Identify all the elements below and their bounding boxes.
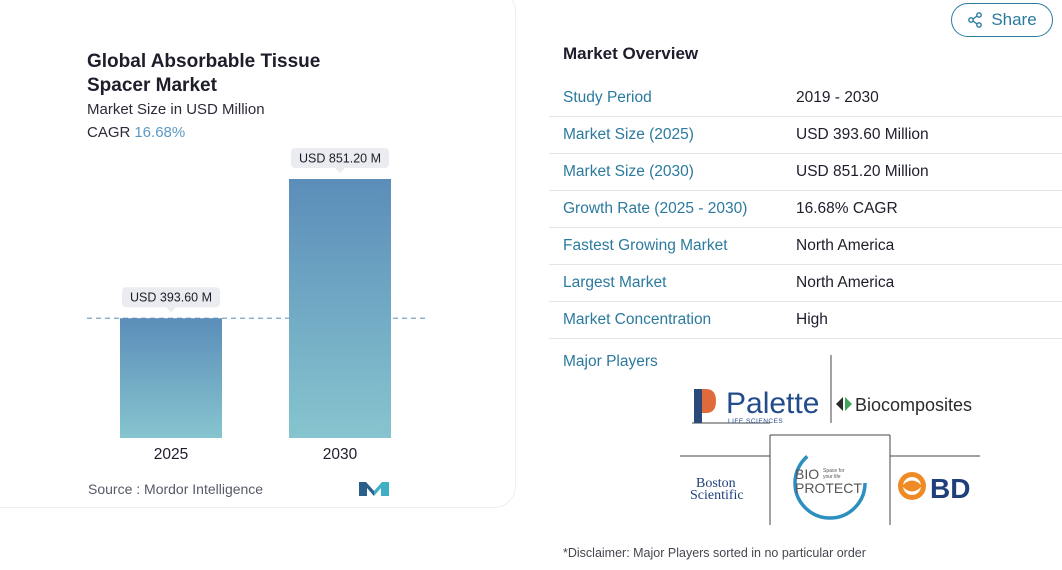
overview-row: Study Period 2019 - 2030 — [549, 80, 1062, 117]
share-label: Share — [991, 10, 1037, 29]
share-icon — [968, 12, 983, 28]
overview-row-label: Study Period — [563, 89, 652, 106]
overview-row-value: 2019 - 2030 — [796, 89, 879, 106]
major-players-logos: Palette LIFE SCIENCES Biocomposites Bost… — [680, 355, 980, 525]
data-label-2030: USD 851.20 M — [291, 148, 389, 173]
market-overview-title: Market Overview — [563, 44, 699, 63]
chart-title: Global Absorbable Tissue Spacer Market — [87, 51, 321, 96]
cagr-label: CAGR — [87, 124, 131, 141]
svg-text:BD: BD — [930, 473, 970, 504]
data-label-pointer — [335, 168, 345, 173]
data-label-text: USD 393.60 M — [130, 291, 212, 305]
mordor-intelligence-logo — [359, 482, 389, 496]
svg-text:your life: your life — [823, 474, 841, 480]
overview-row-value: North America — [796, 237, 895, 254]
overview-row: Market Size (2025) USD 393.60 Million — [549, 117, 1062, 154]
svg-text:Scientific: Scientific — [690, 488, 744, 503]
overview-row-label: Growth Rate (2025 - 2030) — [563, 200, 748, 217]
svg-text:PROTECT: PROTECT — [795, 480, 862, 496]
bar-2030 — [289, 179, 391, 438]
svg-text:Palette: Palette — [726, 387, 819, 420]
data-label-pointer — [166, 307, 176, 313]
biocomposites-logo: Biocomposites — [836, 395, 972, 415]
overview-row: Market Size (2030) USD 851.20 Million — [549, 154, 1062, 191]
overview-row-label: Market Size (2030) — [563, 163, 694, 180]
chart-subtitle: Market Size in USD Million — [87, 101, 265, 118]
overview-row-label: Market Concentration — [563, 311, 712, 328]
x-tick-label: 2025 — [154, 446, 188, 463]
svg-text:Biocomposites: Biocomposites — [855, 395, 972, 415]
overview-row-value: 16.68% CAGR — [796, 200, 898, 217]
bd-logo: BD — [898, 472, 970, 504]
svg-text:LIFE SCIENCES: LIFE SCIENCES — [728, 418, 783, 425]
cagr-value: 16.68% — [134, 124, 186, 141]
data-label-box — [291, 148, 389, 168]
overview-row-value: High — [796, 311, 828, 328]
share-button[interactable]: Share — [951, 3, 1053, 37]
bioprotect-logo: BIO Space for your life PROTECT — [793, 446, 867, 520]
overview-row-value: North America — [796, 274, 895, 291]
overview-row-value: USD 851.20 Million — [796, 163, 929, 180]
data-label-2025: USD 393.60 M — [122, 287, 220, 313]
svg-text:Boston: Boston — [696, 476, 736, 491]
overview-row: Market Concentration High — [549, 302, 1062, 339]
cagr-line: CAGR 16.68% — [87, 124, 185, 141]
svg-text:BIO: BIO — [795, 466, 819, 482]
overview-row-label: Fastest Growing Market — [563, 237, 728, 254]
overview-row: Fastest Growing Market North America — [549, 228, 1062, 265]
disclaimer: *Disclaimer: Major Players sorted in no … — [563, 546, 866, 560]
chart-source: Source : Mordor Intelligence — [88, 481, 264, 497]
overview-row: Growth Rate (2025 - 2030) 16.68% CAGR — [549, 191, 1062, 228]
data-label-text: USD 851.20 M — [299, 152, 381, 166]
data-label-box — [122, 287, 220, 308]
bar-2025 — [120, 318, 222, 438]
x-tick-label: 2030 — [323, 446, 358, 463]
major-players-title: Major Players — [563, 353, 658, 370]
chart-card — [0, 0, 516, 508]
overview-row-value: USD 393.60 Million — [796, 126, 929, 143]
overview-row: Largest Market North America — [549, 265, 1062, 302]
palette-life-sciences-logo: Palette LIFE SCIENCES — [694, 387, 819, 425]
overview-row-label: Market Size (2025) — [563, 126, 694, 143]
bar-chart: USD 393.60 M 2025 USD 851.20 M 2030 — [87, 148, 428, 463]
overview-row-label: Largest Market — [563, 274, 667, 291]
svg-text:Space for: Space for — [823, 468, 845, 474]
market-overview-table: Study Period 2019 - 2030 Market Size (2025… — [549, 80, 1062, 339]
boston-scientific-logo: Boston Scientific — [690, 476, 744, 503]
